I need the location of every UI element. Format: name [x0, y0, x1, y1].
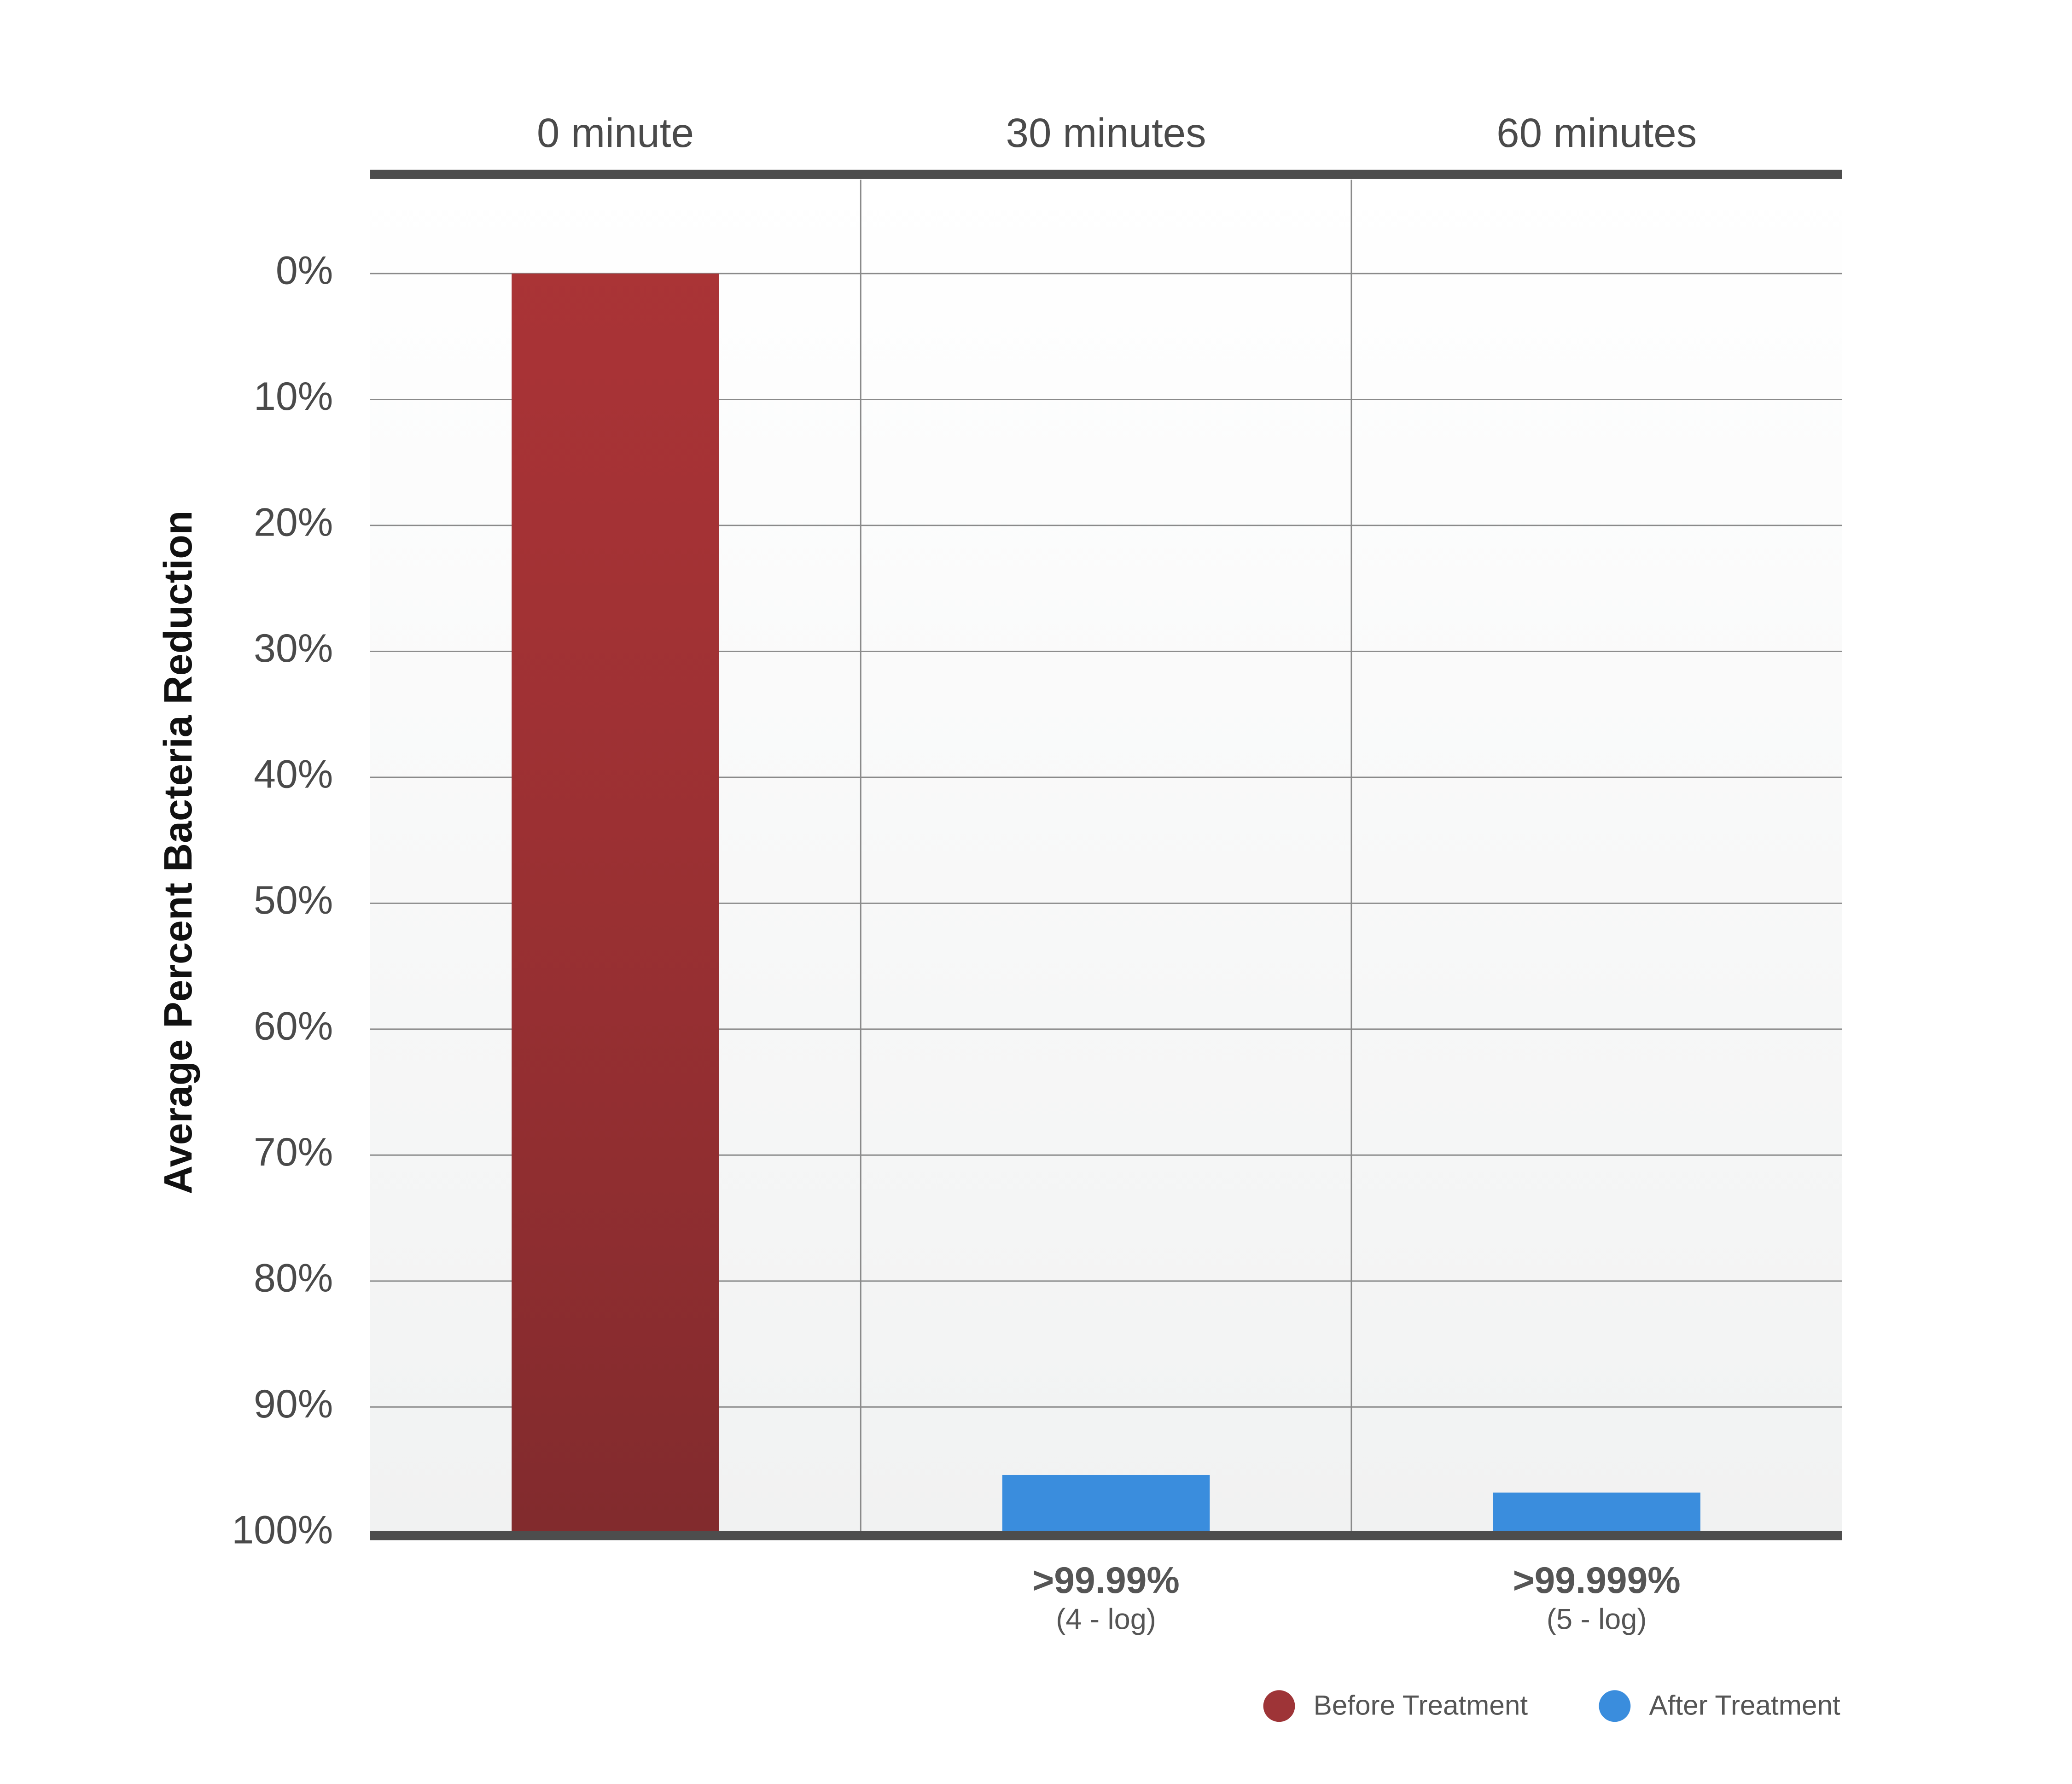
bar-note-sub: (5 - log) [1547, 1603, 1647, 1636]
y-tick-label: 80% [254, 1256, 333, 1300]
y-tick-label: 30% [254, 626, 333, 670]
bar-note: >99.99% [1032, 1560, 1179, 1601]
x-category-label: 0 minute [537, 110, 694, 156]
y-tick-label: 40% [254, 752, 333, 797]
y-axis-title: Average Percent Bacteria Reduction [156, 511, 200, 1195]
legend-label: After Treatment [1649, 1689, 1840, 1720]
bar-shade [512, 274, 719, 1533]
bar [1493, 1492, 1700, 1533]
y-tick-label: 60% [254, 1004, 333, 1049]
legend-marker [1599, 1690, 1631, 1722]
x-category-label: 60 minutes [1496, 110, 1697, 156]
x-category-label: 30 minutes [1006, 110, 1206, 156]
y-tick-label: 100% [232, 1508, 333, 1552]
legend-label: Before Treatment [1314, 1689, 1528, 1720]
y-tick-label: 10% [254, 374, 333, 419]
bar-note: >99.999% [1513, 1560, 1681, 1601]
legend-marker [1263, 1690, 1295, 1722]
y-tick-label: 0% [276, 249, 333, 293]
y-tick-label: 70% [254, 1130, 333, 1174]
bar-note-sub: (4 - log) [1056, 1603, 1156, 1636]
bar [1002, 1475, 1210, 1533]
y-tick-label: 20% [254, 501, 333, 545]
y-tick-label: 50% [254, 878, 333, 922]
y-tick-label: 90% [254, 1382, 333, 1426]
